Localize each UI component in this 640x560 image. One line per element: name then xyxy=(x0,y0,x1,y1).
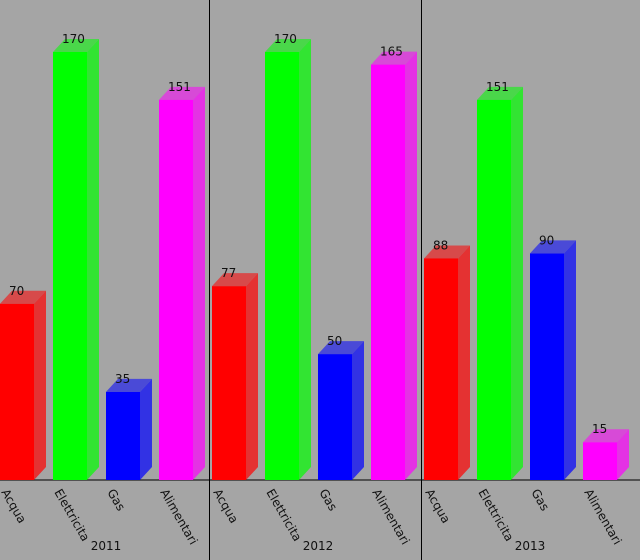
bar-side-2011-alimentari xyxy=(193,86,205,480)
bar-side-2012-acqua xyxy=(246,273,258,480)
category-label-2011-gas: Gas xyxy=(104,487,128,514)
bar-side-2012-alimentari xyxy=(405,51,417,481)
bar-top-2012-gas xyxy=(318,341,364,355)
bar-2012-alimentari xyxy=(371,64,405,481)
bar-2011-acqua xyxy=(0,303,34,480)
bar-2012-gas xyxy=(318,354,352,480)
bar-top-2012-acqua xyxy=(212,273,258,287)
bar-2013-acqua xyxy=(424,258,458,480)
bar-2011-elettricita xyxy=(53,52,87,480)
data-label-2011-alimentari: 151 xyxy=(168,80,191,94)
bar-side-2011-gas xyxy=(140,378,152,480)
bar-side-2013-alimentari xyxy=(617,429,629,480)
data-label-2013-acqua: 88 xyxy=(433,238,448,252)
bar-2011-alimentari xyxy=(159,99,193,480)
category-label-2012-elettricita: Elettricita xyxy=(263,487,304,544)
group-label-2013: 2013 xyxy=(515,539,546,553)
bar-side-2012-elettricita xyxy=(299,39,311,480)
bar-top-2011-gas xyxy=(106,378,152,392)
bar-2012-elettricita xyxy=(265,52,299,480)
category-label-2013-acqua: Acqua xyxy=(422,487,453,526)
data-label-2013-gas: 90 xyxy=(539,233,554,247)
bar-side-2012-gas xyxy=(352,341,364,480)
bar-top-2013-elettricita xyxy=(477,86,523,100)
data-label-2012-elettricita: 170 xyxy=(274,32,297,46)
bar-top-2013-acqua xyxy=(424,245,470,259)
category-label-2013-gas: Gas xyxy=(528,487,552,514)
category-label-2011-acqua: Acqua xyxy=(0,487,29,526)
category-label-2011-elettricita: Elettricita xyxy=(51,487,92,544)
group-label-2012: 2012 xyxy=(303,539,334,553)
bar-top-2011-elettricita xyxy=(53,39,99,52)
data-label-2011-elettricita: 170 xyxy=(62,32,85,46)
category-label-2013-elettricita: Elettricita xyxy=(475,487,516,544)
group-label-2011: 2011 xyxy=(91,539,122,553)
bar-top-2012-alimentari xyxy=(371,51,417,65)
bar-2011-gas xyxy=(106,391,140,480)
category-label-2013-alimentari: Alimentari xyxy=(581,487,624,548)
data-label-2013-elettricita: 151 xyxy=(486,80,509,94)
bar-2012-acqua xyxy=(212,286,246,480)
bar-side-2013-gas xyxy=(564,240,576,480)
data-label-2012-acqua: 77 xyxy=(221,266,236,280)
bar-side-2013-acqua xyxy=(458,245,470,480)
data-label-2011-acqua: 70 xyxy=(9,284,24,298)
data-label-2012-gas: 50 xyxy=(327,334,342,348)
category-label-2011-alimentari: Alimentari xyxy=(157,487,200,548)
bar-top-2013-alimentari xyxy=(583,429,629,443)
bar-side-2013-elettricita xyxy=(511,86,523,480)
data-label-2012-alimentari: 165 xyxy=(380,45,403,59)
bar-top-2012-elettricita xyxy=(265,39,311,52)
bar-side-2011-elettricita xyxy=(87,39,99,480)
bar-top-2013-gas xyxy=(530,240,576,254)
bar-2013-alimentari xyxy=(583,442,617,480)
bar-side-2011-acqua xyxy=(34,290,46,480)
data-label-2013-alimentari: 15 xyxy=(592,422,607,436)
category-label-2012-gas: Gas xyxy=(316,487,340,514)
category-label-2012-acqua: Acqua xyxy=(210,487,241,526)
bar-top-2011-acqua xyxy=(0,290,46,304)
bar-2013-elettricita xyxy=(477,99,511,480)
bar-2013-gas xyxy=(530,253,564,480)
category-label-2012-alimentari: Alimentari xyxy=(369,487,412,548)
bar-top-2011-alimentari xyxy=(159,86,205,100)
data-label-2011-gas: 35 xyxy=(115,372,130,386)
